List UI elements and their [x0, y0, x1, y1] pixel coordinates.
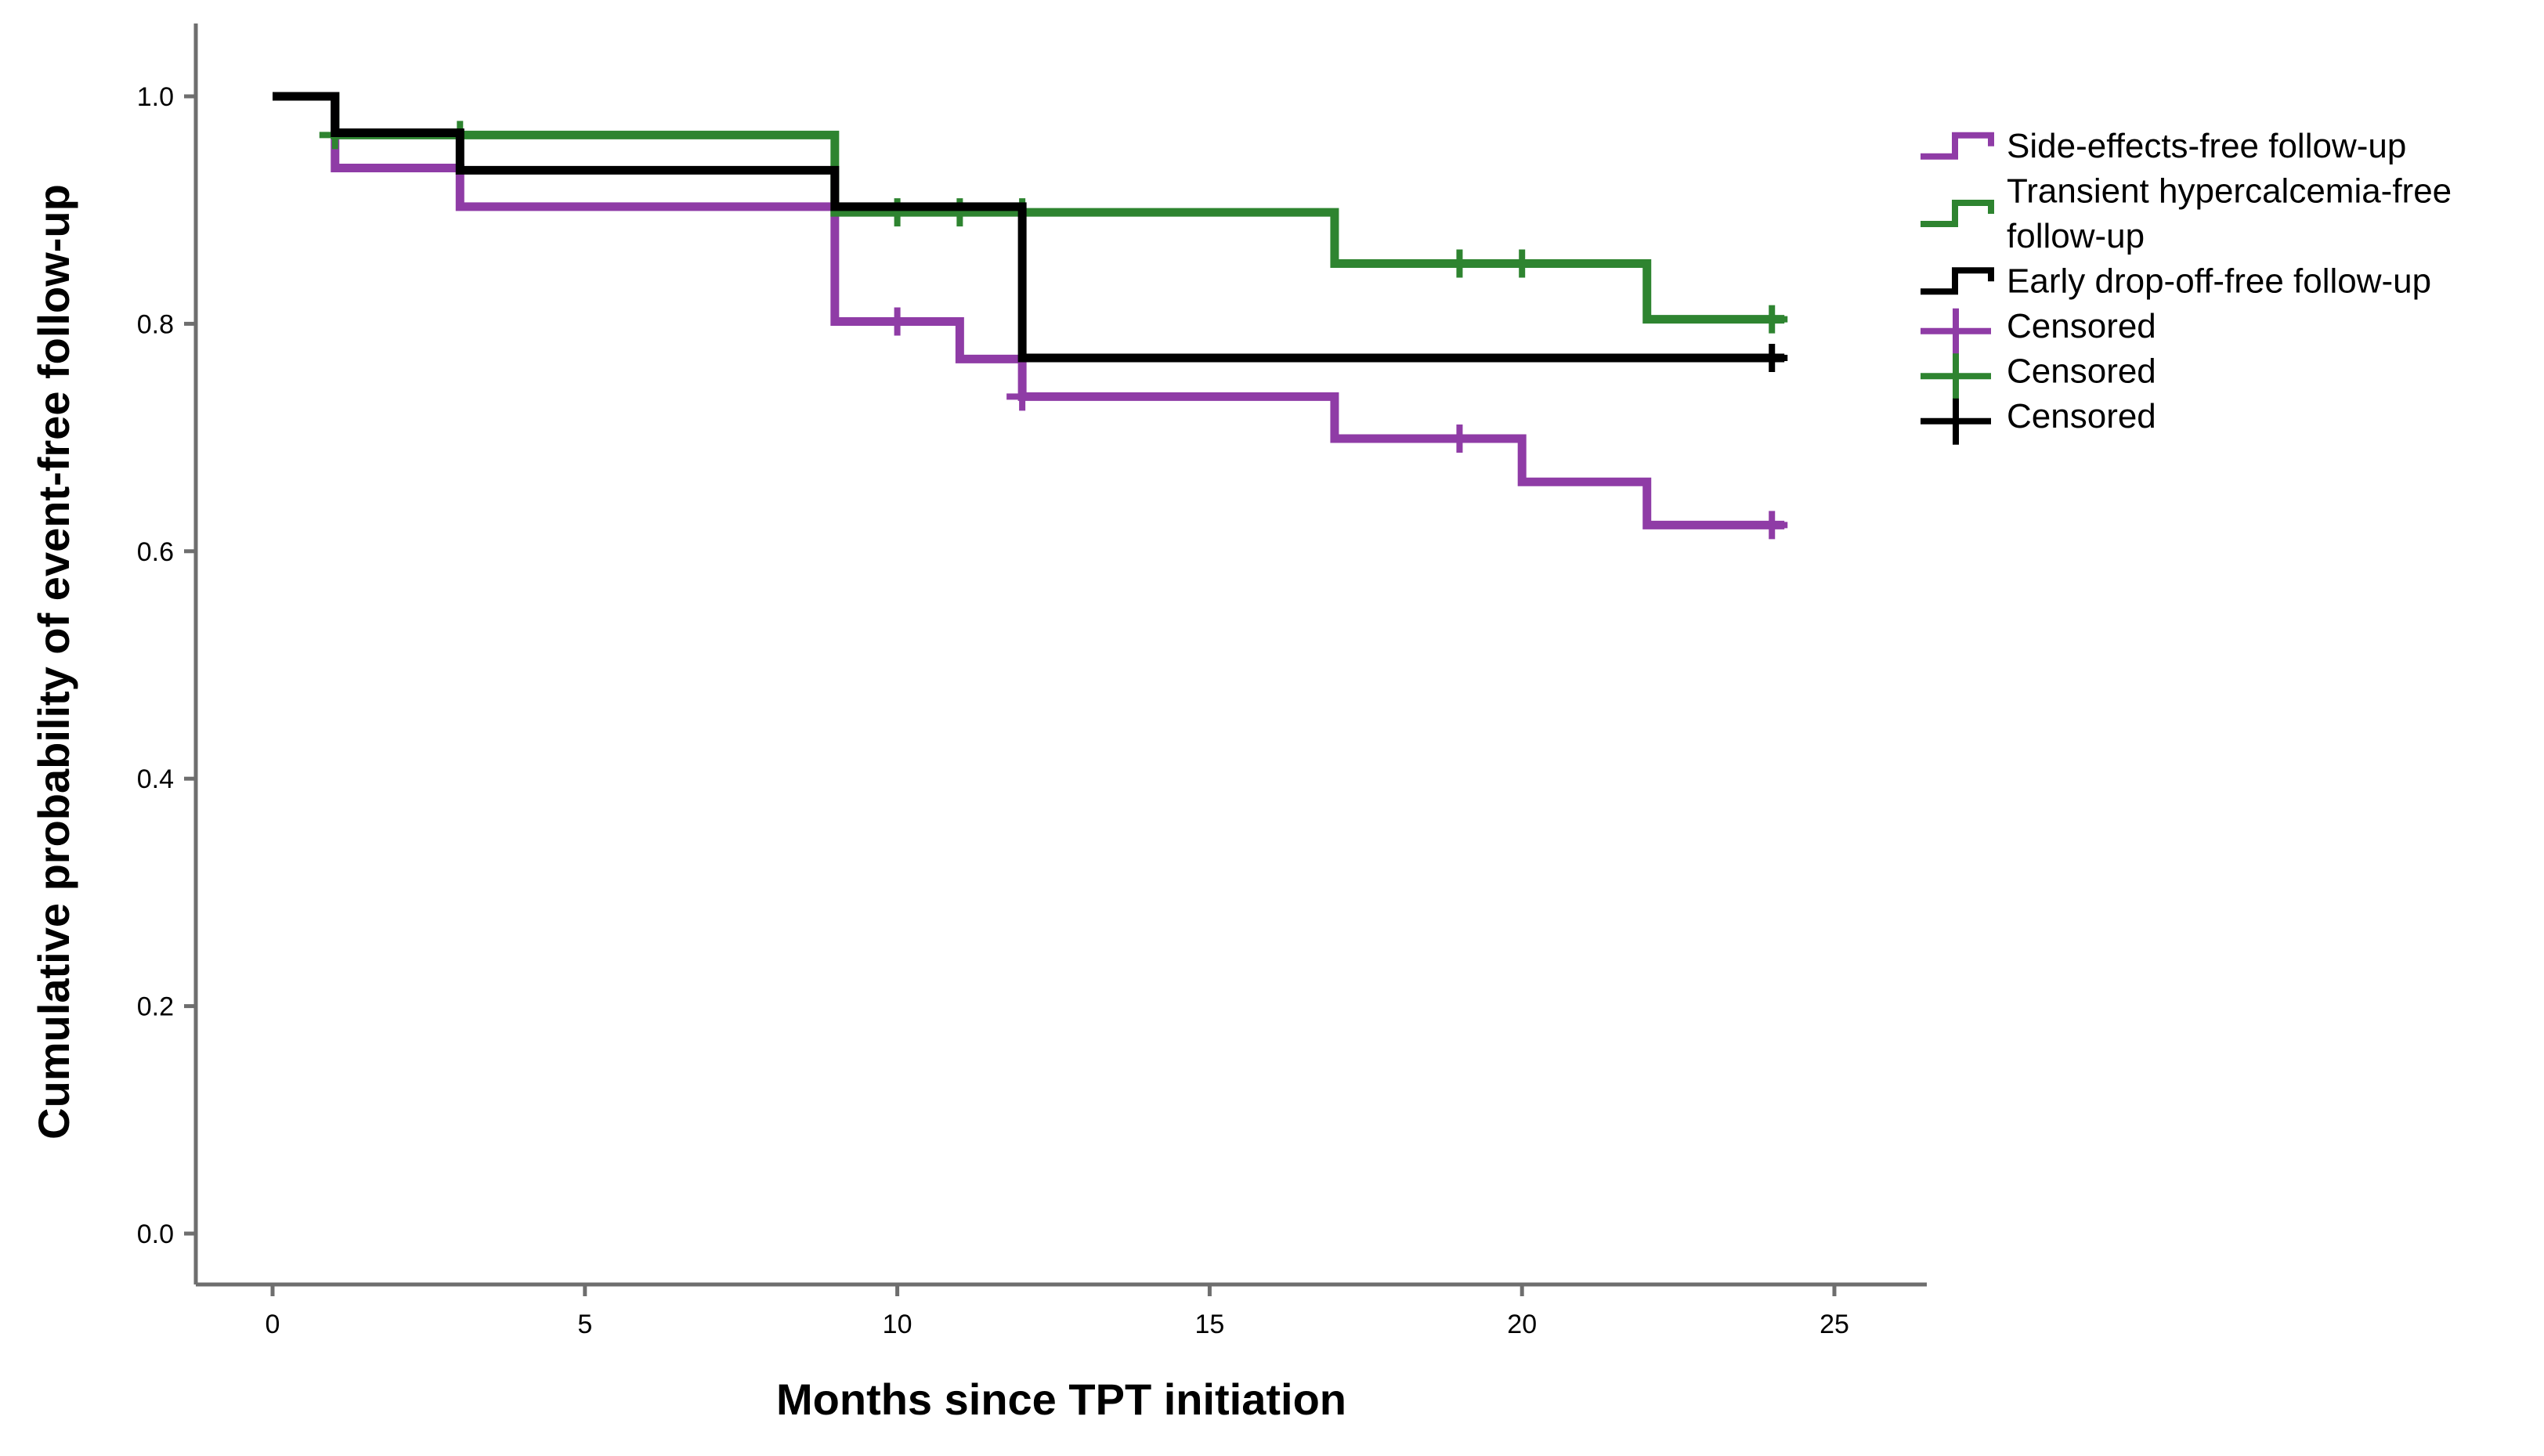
legend-step-line-icon	[1921, 200, 1994, 227]
legend-item: Censored	[1921, 397, 2156, 445]
y-axis-title: Cumulative probability of event-free fol…	[29, 184, 78, 1140]
y-tick-label: 0.0	[137, 1219, 174, 1249]
legend-label: Early drop-off-free follow-up	[2007, 262, 2431, 300]
survival-curve-0	[273, 92, 1785, 529]
legend-step-line-icon	[1921, 132, 1994, 160]
survival-curve-2	[273, 92, 1785, 363]
legend-label: follow-up	[2007, 217, 2145, 255]
legend-item: Censored	[1921, 307, 2156, 355]
x-tick-label: 15	[1194, 1310, 1224, 1339]
y-tick-label: 0.2	[137, 992, 174, 1022]
x-tick-label: 5	[577, 1310, 592, 1339]
survival-curves	[273, 92, 1788, 540]
legend-label: Transient hypercalcemia-free	[2007, 172, 2452, 210]
y-tick-label: 0.6	[137, 537, 174, 567]
y-tick-label: 0.8	[137, 309, 174, 339]
x-tick-label: 20	[1507, 1310, 1537, 1339]
x-tick-label: 25	[1819, 1310, 1849, 1339]
legend-label: Side-effects-free follow-up	[2007, 127, 2406, 165]
x-tick-label: 10	[883, 1310, 912, 1339]
y-tick-label: 1.0	[137, 82, 174, 112]
axes: 0 5 10 15 20 25 0.0 0.2 0.4 0.6 0.8 1.0	[137, 23, 1927, 1339]
y-tick-label: 0.4	[137, 764, 174, 794]
legend-item: Side-effects-free follow-up	[1921, 127, 2406, 165]
legend-label: Censored	[2007, 352, 2156, 390]
legend-label: Censored	[2007, 397, 2156, 435]
legend-item: Early drop-off-free follow-up	[1921, 262, 2431, 300]
legend-step-line-icon	[1921, 267, 1994, 295]
x-axis-title: Months since TPT initiation	[776, 1375, 1346, 1424]
legend: Side-effects-free follow-up Transient hyp…	[1921, 127, 2452, 445]
legend-item: Transient hypercalcemia-free follow-up	[1921, 172, 2452, 255]
legend-label: Censored	[2007, 307, 2156, 345]
legend-item: Censored	[1921, 352, 2156, 400]
x-tick-label: 0	[266, 1310, 280, 1339]
